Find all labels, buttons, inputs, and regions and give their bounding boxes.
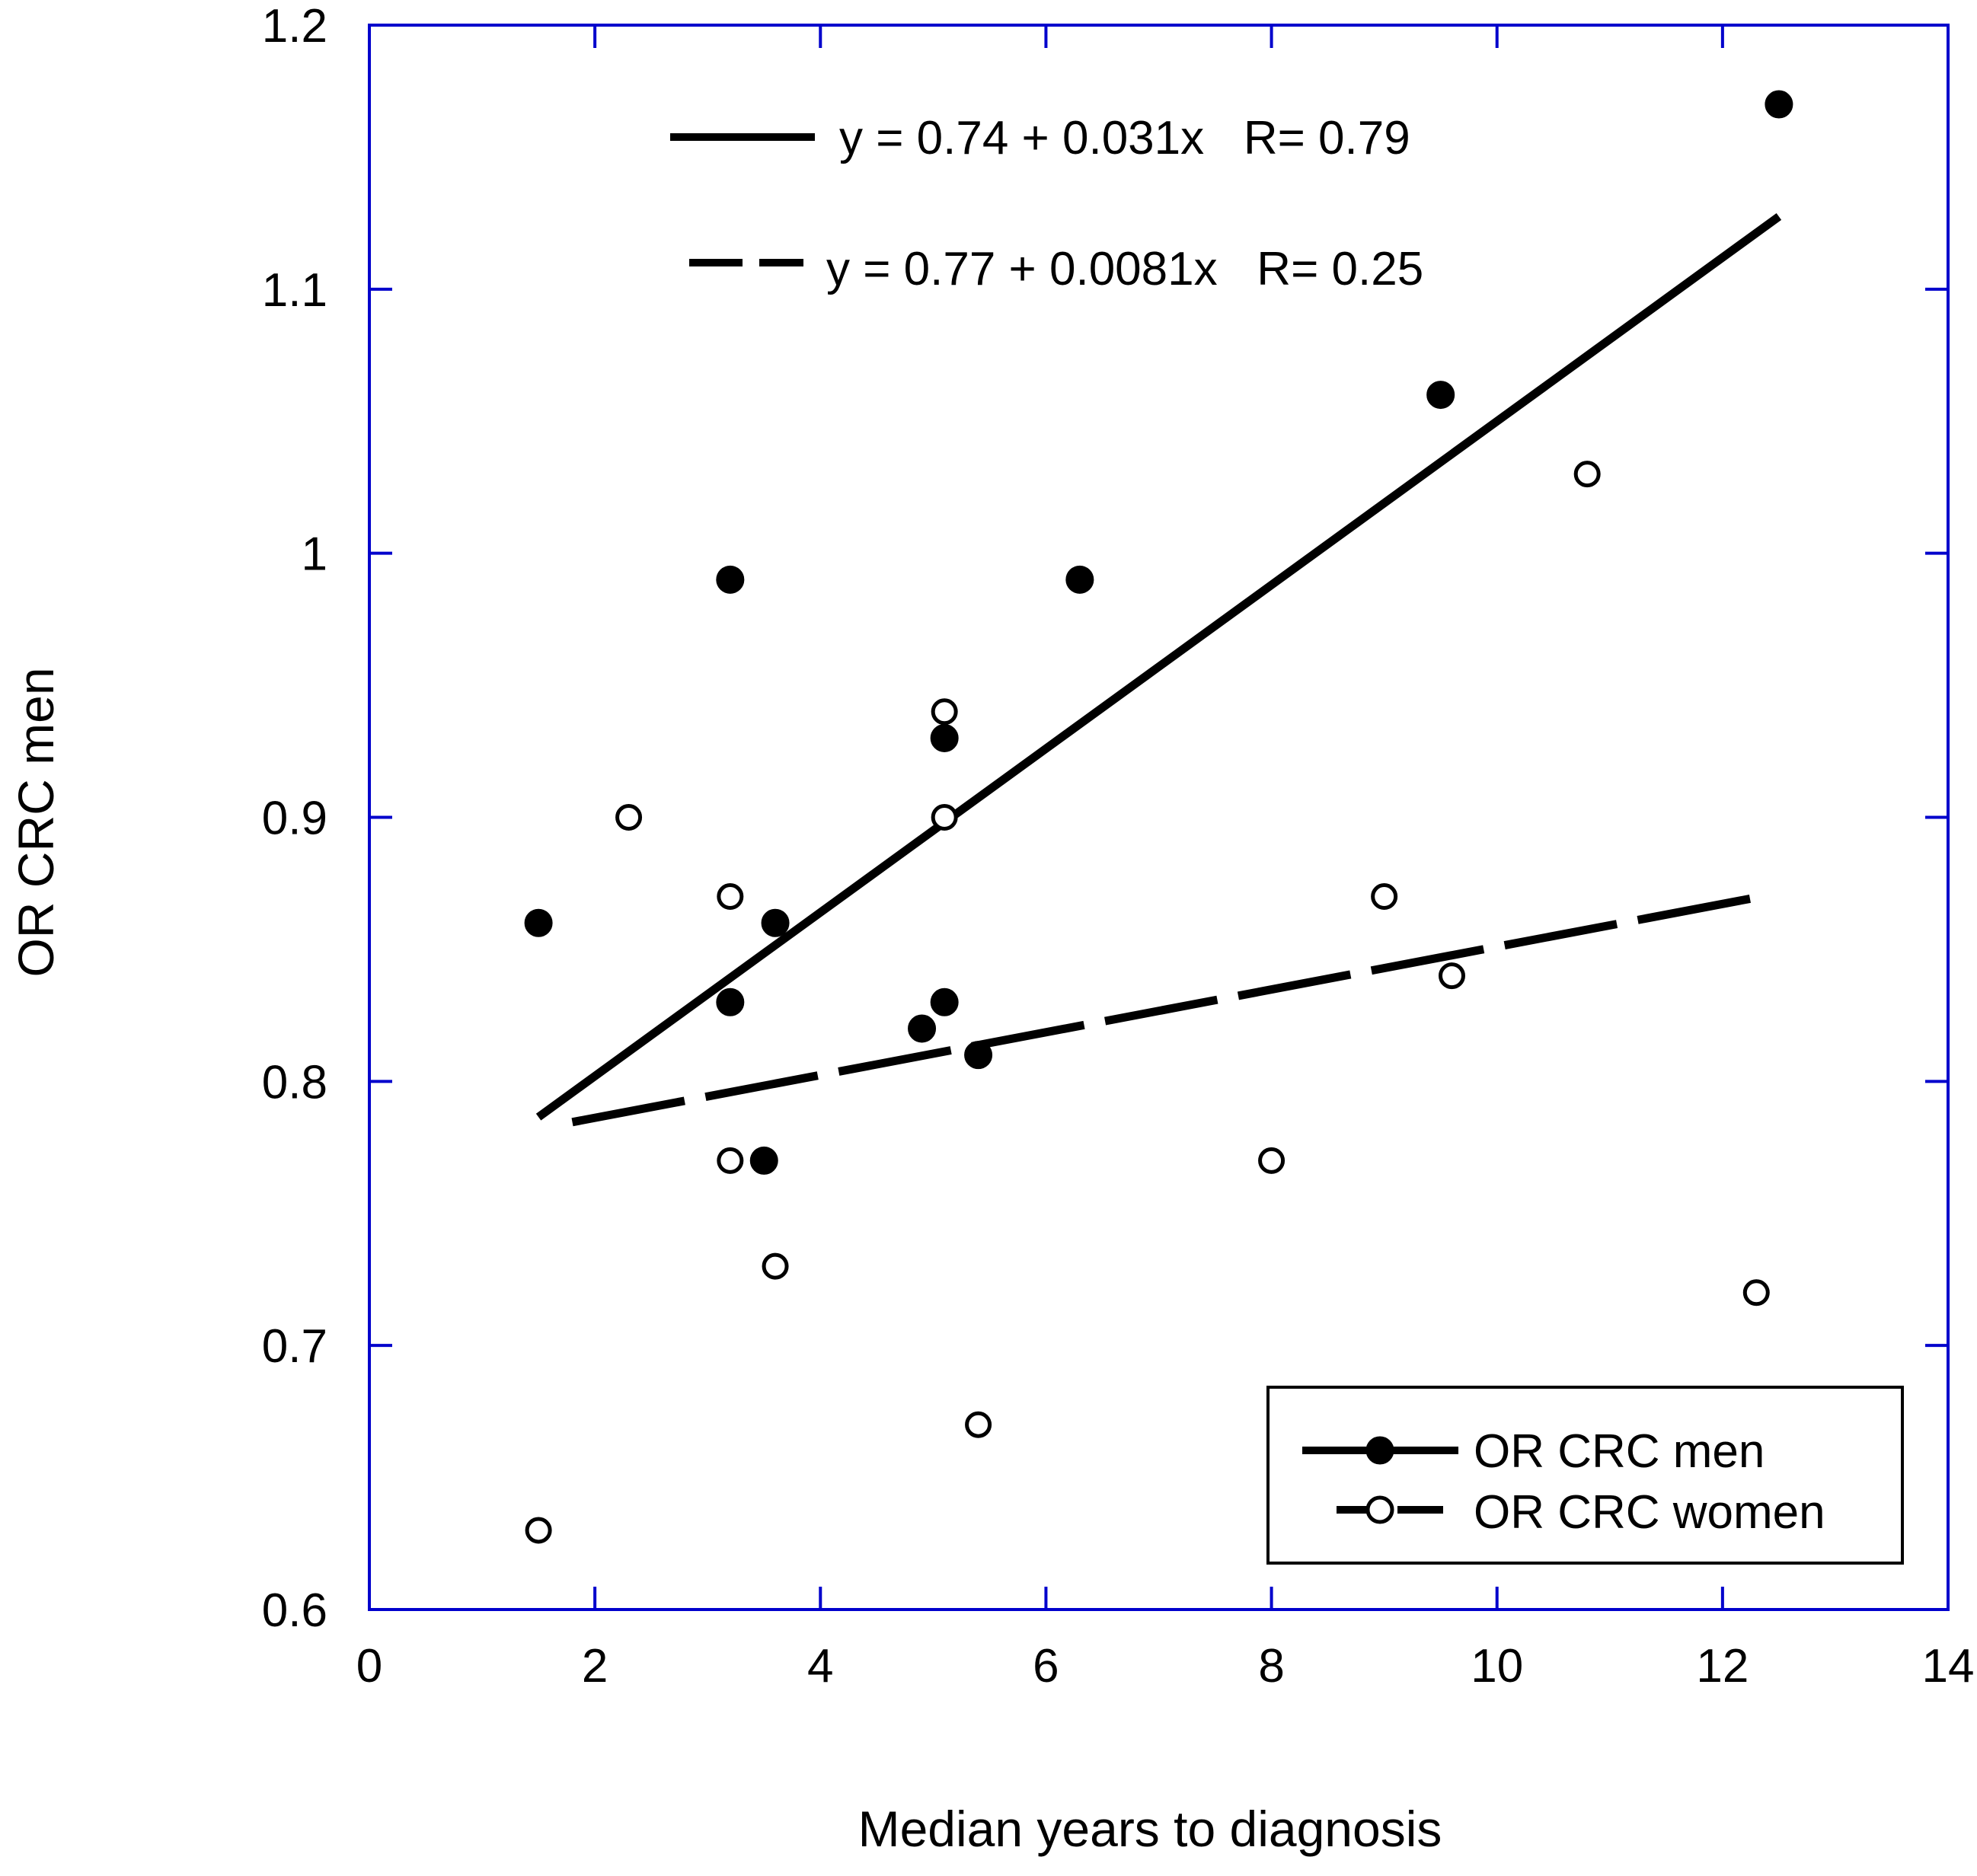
x-tick-label: 8: [1258, 1640, 1284, 1693]
y-tick-label: 0.7: [262, 1320, 327, 1373]
fit-line-men: [535, 213, 1782, 1121]
point-women: [1371, 883, 1398, 911]
point-men: [761, 908, 790, 937]
point-women: [525, 1517, 552, 1544]
legend-men-marker: [1365, 1436, 1394, 1465]
x-tick-label: 6: [1033, 1640, 1059, 1693]
y-axis-title: OR CRC men: [8, 667, 64, 977]
y-tick-label: 1.2: [262, 0, 327, 53]
point-women: [1258, 1147, 1286, 1174]
point-men: [1765, 90, 1793, 119]
y-tick-label: 0.8: [262, 1056, 327, 1109]
legend-women-marker: [1365, 1495, 1394, 1524]
legend: OR CRC men OR CRC women: [1266, 1386, 1904, 1565]
point-men: [930, 987, 959, 1016]
equation-women: y = 0.77 + 0.0081x R= 0.25: [689, 243, 1423, 295]
regression-lines: [535, 213, 1782, 1127]
y-axis: 0.6 0.7 0.8 0.9 1 1.1 1.2: [262, 0, 1948, 1637]
y-tick-label: 0.6: [262, 1584, 327, 1637]
point-women: [931, 804, 958, 831]
equation-women-text: y = 0.77 + 0.0081x R= 0.25: [826, 243, 1423, 295]
point-women: [1438, 962, 1465, 990]
point-men: [524, 908, 553, 937]
point-women: [762, 1252, 789, 1280]
x-tick-label: 14: [1922, 1640, 1975, 1693]
point-women: [965, 1411, 992, 1438]
point-men: [908, 1014, 937, 1043]
point-men: [1426, 381, 1455, 410]
x-tick-label: 0: [356, 1640, 382, 1693]
legend-item-men: OR CRC men: [1302, 1425, 1765, 1478]
x-axis: 0 2 4 6 8 10 12 14: [356, 25, 1975, 1693]
point-women: [1573, 461, 1601, 488]
legend-men-label: OR CRC men: [1474, 1425, 1765, 1478]
point-men: [1065, 565, 1094, 594]
point-men: [716, 987, 745, 1016]
x-axis-title: Median years to diagnosis: [858, 1801, 1442, 1857]
point-men: [749, 1146, 778, 1175]
equation-men-text: y = 0.74 + 0.031x R= 0.79: [839, 112, 1410, 164]
y-tick-label: 1: [302, 528, 327, 581]
point-men: [964, 1041, 993, 1070]
legend-item-women: OR CRC women: [1337, 1486, 1825, 1539]
data-points: [524, 90, 1793, 1544]
point-women: [717, 883, 744, 911]
point-women: [1742, 1279, 1770, 1306]
point-women: [931, 698, 958, 726]
equation-men: y = 0.74 + 0.031x R= 0.79: [670, 112, 1410, 164]
y-tick-label: 0.9: [262, 793, 327, 845]
x-tick-label: 12: [1696, 1640, 1749, 1693]
point-women: [615, 804, 643, 831]
point-men: [930, 723, 959, 752]
point-men: [716, 565, 745, 594]
x-tick-label: 10: [1471, 1640, 1523, 1693]
legend-women-label: OR CRC women: [1474, 1486, 1825, 1539]
legend-box: [1266, 1386, 1904, 1565]
x-tick-label: 2: [582, 1640, 608, 1693]
fit-line-women: [571, 893, 1758, 1127]
y-tick-label: 1.1: [262, 264, 327, 317]
point-women: [717, 1147, 744, 1174]
x-tick-label: 4: [807, 1640, 833, 1693]
